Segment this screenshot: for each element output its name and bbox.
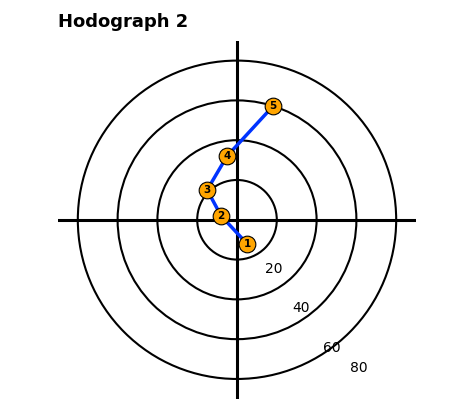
Text: 80: 80 — [350, 361, 368, 375]
Text: 40: 40 — [293, 301, 310, 315]
Text: 4: 4 — [223, 151, 231, 161]
Text: 2: 2 — [218, 211, 225, 221]
Text: 60: 60 — [323, 341, 340, 355]
Text: 1: 1 — [243, 239, 251, 249]
Text: 5: 5 — [269, 101, 276, 112]
Text: 20: 20 — [265, 262, 283, 276]
Text: 3: 3 — [203, 185, 211, 195]
Text: Hodograph 2: Hodograph 2 — [58, 13, 188, 31]
